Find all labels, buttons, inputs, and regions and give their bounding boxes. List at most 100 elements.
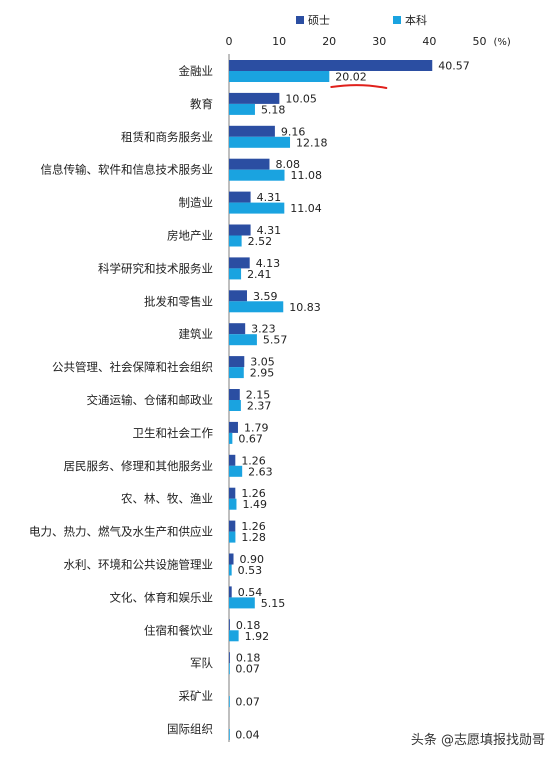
bar-master xyxy=(229,257,250,269)
bar-bachelor xyxy=(229,400,241,411)
data-label: 0.07 xyxy=(235,696,260,709)
annotation xyxy=(330,84,388,89)
bar-master xyxy=(229,125,275,137)
bar-bachelor xyxy=(229,136,291,148)
bar-bachelor xyxy=(229,71,330,82)
bar-bachelor xyxy=(229,301,284,313)
bar-bachelor xyxy=(229,696,230,708)
data-label: 0.53 xyxy=(238,564,263,577)
data-label: 12.18 xyxy=(296,136,328,149)
data-label: 9.16 xyxy=(281,125,306,138)
category-label: 建筑业 xyxy=(179,327,214,341)
category-label: 文化、体育和娱乐业 xyxy=(110,590,214,604)
category-label: 房地产业 xyxy=(167,229,213,243)
legend-swatch-1 xyxy=(393,16,401,24)
bar-master xyxy=(229,158,270,170)
category-label: 国际组织 xyxy=(167,722,213,736)
category-label: 农、林、牧、渔业 xyxy=(121,492,213,506)
x-tick-label: 10 xyxy=(272,35,286,48)
bar-bachelor xyxy=(229,564,232,576)
category-label: 住宿和餐饮业 xyxy=(144,623,213,637)
data-label: 40.57 xyxy=(438,60,470,73)
bars xyxy=(229,60,433,740)
category-labels: 金融业教育租赁和商务服务业信息传输、软件和信息技术服务业制造业房地产业科学研究和… xyxy=(29,64,213,736)
category-label: 居民服务、修理和其他服务业 xyxy=(64,459,214,473)
legend-label-0: 硕士 xyxy=(308,14,330,27)
category-label: 交通运输、仓储和邮政业 xyxy=(87,393,214,407)
legend-swatch-0 xyxy=(296,16,304,24)
data-label: 4.31 xyxy=(257,191,282,204)
data-label: 1.26 xyxy=(241,520,266,533)
data-label: 4.31 xyxy=(257,224,282,237)
bar-master xyxy=(229,520,236,532)
bar-bachelor xyxy=(229,663,230,675)
category-label: 租赁和商务服务业 xyxy=(121,130,213,144)
data-label: 5.57 xyxy=(263,334,288,347)
bar-bachelor xyxy=(229,268,242,280)
axis-unit-label: (%) xyxy=(494,37,511,48)
bar-master xyxy=(229,323,246,335)
bar-bachelor xyxy=(229,169,285,181)
bar-master xyxy=(229,60,433,71)
red-underline xyxy=(330,84,388,89)
data-label: 0.67 xyxy=(238,432,262,445)
category-label: 公共管理、社会保障和社会组织 xyxy=(52,360,213,374)
category-label: 科学研究和技术服务业 xyxy=(98,261,213,275)
x-tick-label: 40 xyxy=(422,35,436,48)
bar-master xyxy=(229,487,236,499)
data-label: 1.26 xyxy=(241,454,266,467)
bar-bachelor xyxy=(229,432,233,444)
category-label: 水利、环境和公共设施管理业 xyxy=(64,558,214,572)
data-label: 10.05 xyxy=(285,92,317,105)
data-label: 1.28 xyxy=(241,531,265,544)
data-label: 0.07 xyxy=(235,663,260,676)
category-label: 金融业 xyxy=(179,64,214,78)
data-label: 0.90 xyxy=(240,553,265,566)
category-label: 信息传输、软件和信息技术服务业 xyxy=(41,163,214,177)
bar-bachelor xyxy=(229,729,230,740)
bar-bachelor xyxy=(229,531,236,543)
data-label: 2.37 xyxy=(247,400,272,413)
legend: 硕士 本科 xyxy=(296,13,427,27)
category-label: 采矿业 xyxy=(179,689,214,703)
data-label: 4.13 xyxy=(256,257,280,270)
bar-master xyxy=(229,356,245,368)
data-label: 3.23 xyxy=(251,323,276,336)
bar-master xyxy=(229,92,280,104)
bar-bachelor xyxy=(229,597,255,609)
bar-master xyxy=(229,191,251,203)
data-label: 3.59 xyxy=(253,290,278,303)
bar-bachelor xyxy=(229,202,285,214)
category-label: 批发和零售业 xyxy=(144,294,213,308)
data-label: 2.63 xyxy=(248,465,273,478)
data-label: 8.08 xyxy=(275,158,300,171)
bar-master xyxy=(229,553,234,565)
category-label: 卫生和社会工作 xyxy=(133,426,214,440)
data-label: 0.18 xyxy=(236,619,261,632)
bar-master xyxy=(229,454,236,466)
bar-master xyxy=(229,224,251,236)
data-label: 0.04 xyxy=(235,729,259,742)
data-label: 2.52 xyxy=(248,235,272,248)
bar-master xyxy=(229,290,247,302)
bar-master xyxy=(229,389,240,400)
x-tick-label: 0 xyxy=(226,35,233,48)
data-label: 10.83 xyxy=(289,301,321,314)
data-label: 5.15 xyxy=(261,597,286,610)
x-tick-label: 20 xyxy=(322,35,336,48)
data-label: 20.02 xyxy=(335,71,367,84)
category-label: 军队 xyxy=(190,656,213,670)
data-label: 11.04 xyxy=(290,202,322,215)
data-label: 5.18 xyxy=(261,103,286,116)
legend-label-1: 本科 xyxy=(405,13,427,27)
data-label: 1.26 xyxy=(241,487,266,500)
data-label: 2.41 xyxy=(247,268,272,281)
bar-bachelor xyxy=(229,103,255,115)
bar-bachelor xyxy=(229,630,239,642)
data-label: 0.54 xyxy=(238,586,262,599)
bar-bachelor xyxy=(229,235,242,247)
data-label: 2.15 xyxy=(246,389,270,402)
bar-master xyxy=(229,619,230,631)
